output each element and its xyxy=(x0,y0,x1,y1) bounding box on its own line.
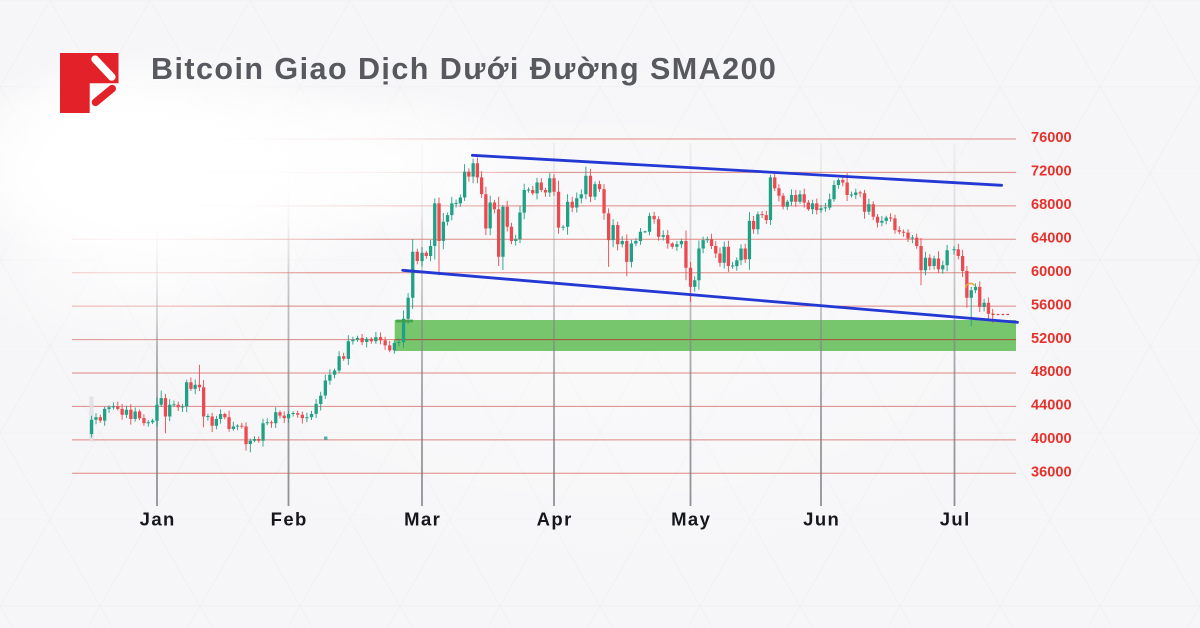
svg-text:Mar: Mar xyxy=(404,509,441,530)
svg-text:40000: 40000 xyxy=(1031,431,1072,447)
svg-text:44000: 44000 xyxy=(1031,398,1072,414)
svg-text:76000: 76000 xyxy=(1031,130,1072,146)
svg-text:Apr: Apr xyxy=(537,509,573,530)
svg-text:52000: 52000 xyxy=(1031,331,1072,347)
svg-text:68000: 68000 xyxy=(1031,197,1072,213)
svg-text:56000: 56000 xyxy=(1031,297,1072,313)
svg-text:Jun: Jun xyxy=(803,509,840,530)
svg-text:72000: 72000 xyxy=(1031,164,1072,180)
svg-text:36000: 36000 xyxy=(1031,465,1072,481)
svg-text:60000: 60000 xyxy=(1031,264,1072,280)
svg-text:Jan: Jan xyxy=(140,509,176,530)
svg-text:Feb: Feb xyxy=(271,509,308,530)
svg-text:Jul: Jul xyxy=(940,509,971,530)
svg-text:48000: 48000 xyxy=(1031,364,1072,380)
svg-text:64000: 64000 xyxy=(1031,231,1072,247)
svg-text:Bitcoin Giao Dịch Dưới Đường S: Bitcoin Giao Dịch Dưới Đường SMA200 xyxy=(151,52,777,86)
svg-text:May: May xyxy=(671,509,711,530)
